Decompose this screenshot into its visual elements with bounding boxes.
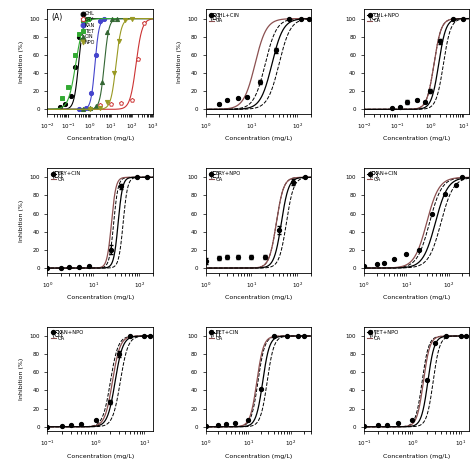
Text: (D): (D) bbox=[52, 171, 64, 180]
Legend: TET+CIN, CA: TET+CIN, CA bbox=[208, 329, 239, 341]
Y-axis label: Inhibition (%): Inhibition (%) bbox=[18, 41, 24, 83]
Text: (E): (E) bbox=[210, 171, 220, 180]
Text: (I): (I) bbox=[368, 330, 376, 339]
Text: (F): (F) bbox=[368, 171, 378, 180]
X-axis label: Concentration (mg/L): Concentration (mg/L) bbox=[66, 295, 134, 300]
X-axis label: Concentration (mg/L): Concentration (mg/L) bbox=[66, 454, 134, 459]
X-axis label: Concentration (mg/L): Concentration (mg/L) bbox=[225, 137, 292, 141]
Legend: KAN+NPO, CA: KAN+NPO, CA bbox=[50, 329, 84, 341]
Y-axis label: Inhibition (%): Inhibition (%) bbox=[18, 199, 24, 242]
X-axis label: Concentration (mg/L): Concentration (mg/L) bbox=[383, 137, 450, 141]
X-axis label: Concentration (mg/L): Concentration (mg/L) bbox=[225, 295, 292, 300]
Y-axis label: Inhibition (%): Inhibition (%) bbox=[18, 358, 24, 400]
Text: (H): (H) bbox=[210, 330, 221, 339]
Text: (B): (B) bbox=[210, 13, 221, 22]
Legend: KAN+CIN, CA: KAN+CIN, CA bbox=[366, 171, 399, 182]
Text: (A): (A) bbox=[52, 13, 63, 22]
Legend: CHL+NPO, CA: CHL+NPO, CA bbox=[366, 12, 400, 24]
X-axis label: Concentration (mg/L): Concentration (mg/L) bbox=[225, 454, 292, 459]
Legend: CHL+CIN, CA: CHL+CIN, CA bbox=[208, 12, 240, 24]
Legend: TET+NPO, CA: TET+NPO, CA bbox=[366, 329, 400, 341]
X-axis label: Concentration (mg/L): Concentration (mg/L) bbox=[383, 295, 450, 300]
X-axis label: Concentration (mg/L): Concentration (mg/L) bbox=[383, 454, 450, 459]
X-axis label: Concentration (mg/L): Concentration (mg/L) bbox=[66, 137, 134, 141]
Text: (C): (C) bbox=[368, 13, 379, 22]
Legend: ERY+NPO, CA: ERY+NPO, CA bbox=[208, 171, 241, 182]
Text: (G): (G) bbox=[52, 330, 64, 339]
Legend: CHL, ERY, KAN, TET, CIN, NPO: CHL, ERY, KAN, TET, CIN, NPO bbox=[82, 11, 96, 46]
Y-axis label: Inhibition (%): Inhibition (%) bbox=[177, 41, 182, 83]
Legend: ERY+CIN, CA: ERY+CIN, CA bbox=[50, 171, 81, 182]
